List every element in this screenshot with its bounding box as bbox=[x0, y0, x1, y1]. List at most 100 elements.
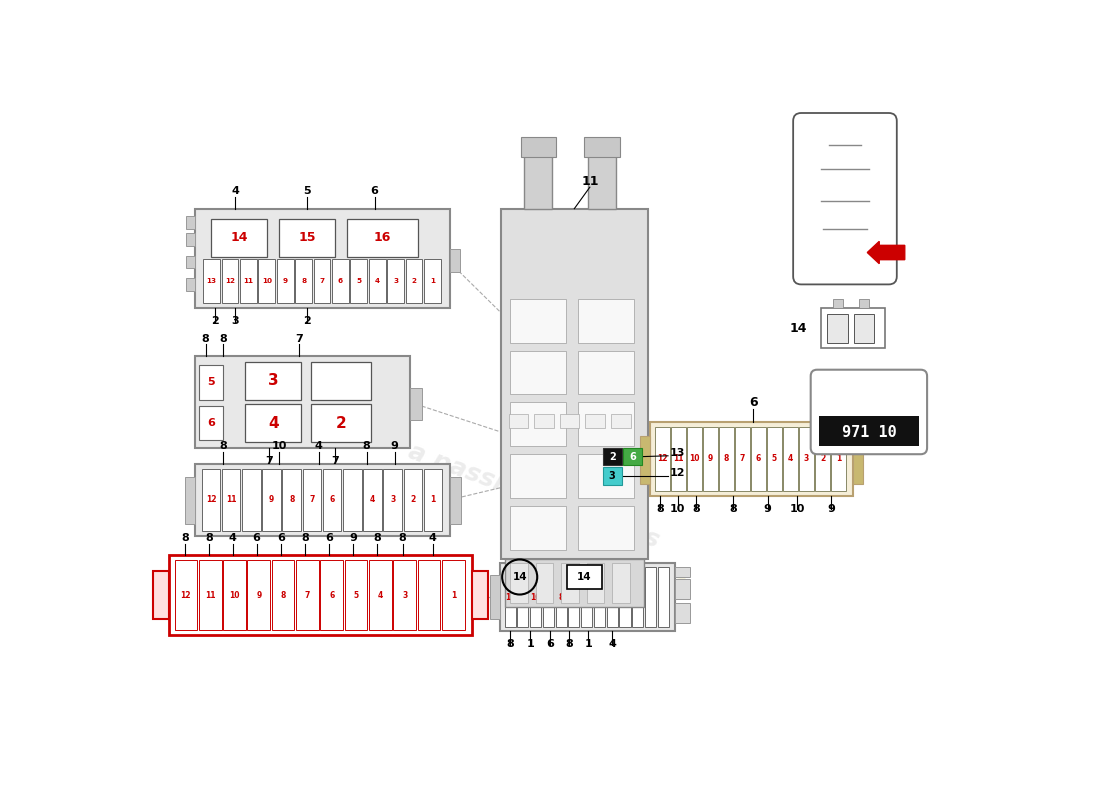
Bar bbox=[199, 365, 223, 400]
Text: 7: 7 bbox=[295, 334, 302, 344]
Text: 6: 6 bbox=[330, 495, 334, 504]
Text: 14: 14 bbox=[230, 231, 248, 244]
Text: 2: 2 bbox=[211, 316, 219, 326]
Text: 8: 8 bbox=[373, 533, 381, 543]
Text: 4: 4 bbox=[231, 186, 239, 196]
Bar bbox=[675, 603, 690, 623]
Text: 4: 4 bbox=[429, 533, 437, 543]
Bar bbox=[296, 560, 319, 630]
Bar bbox=[603, 448, 622, 466]
Bar bbox=[344, 560, 367, 630]
Text: 6: 6 bbox=[371, 186, 378, 196]
Text: 2: 2 bbox=[336, 415, 346, 430]
Bar bbox=[302, 469, 321, 530]
Text: 10: 10 bbox=[790, 504, 805, 514]
Text: 8: 8 bbox=[182, 533, 189, 543]
Text: 14: 14 bbox=[789, 322, 806, 334]
Text: 8: 8 bbox=[289, 495, 295, 504]
Bar bbox=[343, 469, 362, 530]
Bar bbox=[279, 218, 334, 257]
Text: 2: 2 bbox=[302, 316, 310, 326]
Bar bbox=[584, 137, 620, 157]
Bar bbox=[404, 469, 422, 530]
Text: 8: 8 bbox=[398, 533, 406, 543]
Text: 4: 4 bbox=[370, 495, 375, 504]
Text: 5: 5 bbox=[356, 278, 362, 285]
Bar bbox=[277, 259, 294, 303]
Text: 4: 4 bbox=[229, 533, 236, 543]
Text: 8: 8 bbox=[219, 334, 227, 344]
Bar bbox=[510, 563, 528, 603]
Text: 10: 10 bbox=[262, 278, 272, 285]
Bar bbox=[578, 298, 634, 342]
Bar bbox=[783, 427, 798, 491]
Bar bbox=[520, 137, 557, 157]
Bar bbox=[640, 436, 650, 484]
Text: 4: 4 bbox=[788, 454, 793, 463]
Bar bbox=[245, 362, 301, 400]
Text: 2: 2 bbox=[608, 452, 616, 462]
Bar bbox=[351, 259, 367, 303]
Text: 8: 8 bbox=[205, 533, 212, 543]
Bar bbox=[675, 567, 690, 577]
Bar bbox=[346, 218, 418, 257]
Bar bbox=[606, 567, 618, 627]
Text: 5: 5 bbox=[353, 591, 359, 600]
Text: 8: 8 bbox=[565, 639, 573, 649]
Bar bbox=[153, 571, 169, 619]
Bar bbox=[603, 467, 622, 485]
Bar bbox=[818, 416, 920, 446]
Bar bbox=[199, 406, 223, 441]
Text: 6: 6 bbox=[629, 452, 636, 462]
Bar bbox=[199, 560, 221, 630]
Bar bbox=[201, 469, 220, 530]
Bar bbox=[186, 278, 195, 290]
Bar bbox=[585, 414, 605, 428]
Bar bbox=[800, 427, 814, 491]
Bar bbox=[833, 298, 843, 308]
Bar bbox=[578, 402, 634, 446]
Bar bbox=[832, 427, 846, 491]
Bar bbox=[283, 469, 301, 530]
Bar bbox=[240, 259, 256, 303]
Text: 4: 4 bbox=[608, 639, 616, 649]
Text: 11: 11 bbox=[518, 593, 528, 602]
Bar bbox=[384, 469, 402, 530]
Text: 6: 6 bbox=[749, 396, 758, 410]
Bar bbox=[536, 563, 553, 603]
Text: 971 10: 971 10 bbox=[842, 425, 896, 439]
Bar bbox=[827, 314, 848, 342]
Bar bbox=[186, 234, 195, 246]
Text: 1: 1 bbox=[584, 639, 592, 649]
Text: 8: 8 bbox=[301, 278, 306, 285]
Bar bbox=[223, 560, 246, 630]
Bar bbox=[314, 259, 330, 303]
Text: 12: 12 bbox=[505, 593, 516, 602]
Text: 15: 15 bbox=[298, 231, 316, 244]
Text: 3: 3 bbox=[608, 470, 616, 481]
Text: 11: 11 bbox=[205, 591, 216, 600]
Bar bbox=[556, 567, 566, 627]
Bar bbox=[510, 402, 565, 446]
Text: 1: 1 bbox=[430, 278, 434, 285]
Bar bbox=[332, 259, 349, 303]
Bar bbox=[508, 414, 528, 428]
Text: 9: 9 bbox=[256, 591, 262, 600]
Bar bbox=[703, 427, 717, 491]
Bar bbox=[613, 563, 629, 603]
Bar bbox=[505, 559, 645, 607]
Bar bbox=[368, 259, 386, 303]
Bar bbox=[500, 209, 648, 559]
Text: 6: 6 bbox=[326, 533, 333, 543]
Bar bbox=[442, 560, 464, 630]
Bar bbox=[821, 308, 884, 348]
Bar bbox=[586, 563, 604, 603]
Text: 6: 6 bbox=[277, 533, 285, 543]
Text: 5: 5 bbox=[772, 454, 777, 463]
Bar bbox=[204, 259, 220, 303]
Bar bbox=[719, 427, 734, 491]
Text: 9: 9 bbox=[268, 495, 274, 504]
Text: 8: 8 bbox=[692, 504, 700, 514]
Text: 3: 3 bbox=[804, 454, 810, 463]
Text: 4: 4 bbox=[268, 415, 278, 430]
